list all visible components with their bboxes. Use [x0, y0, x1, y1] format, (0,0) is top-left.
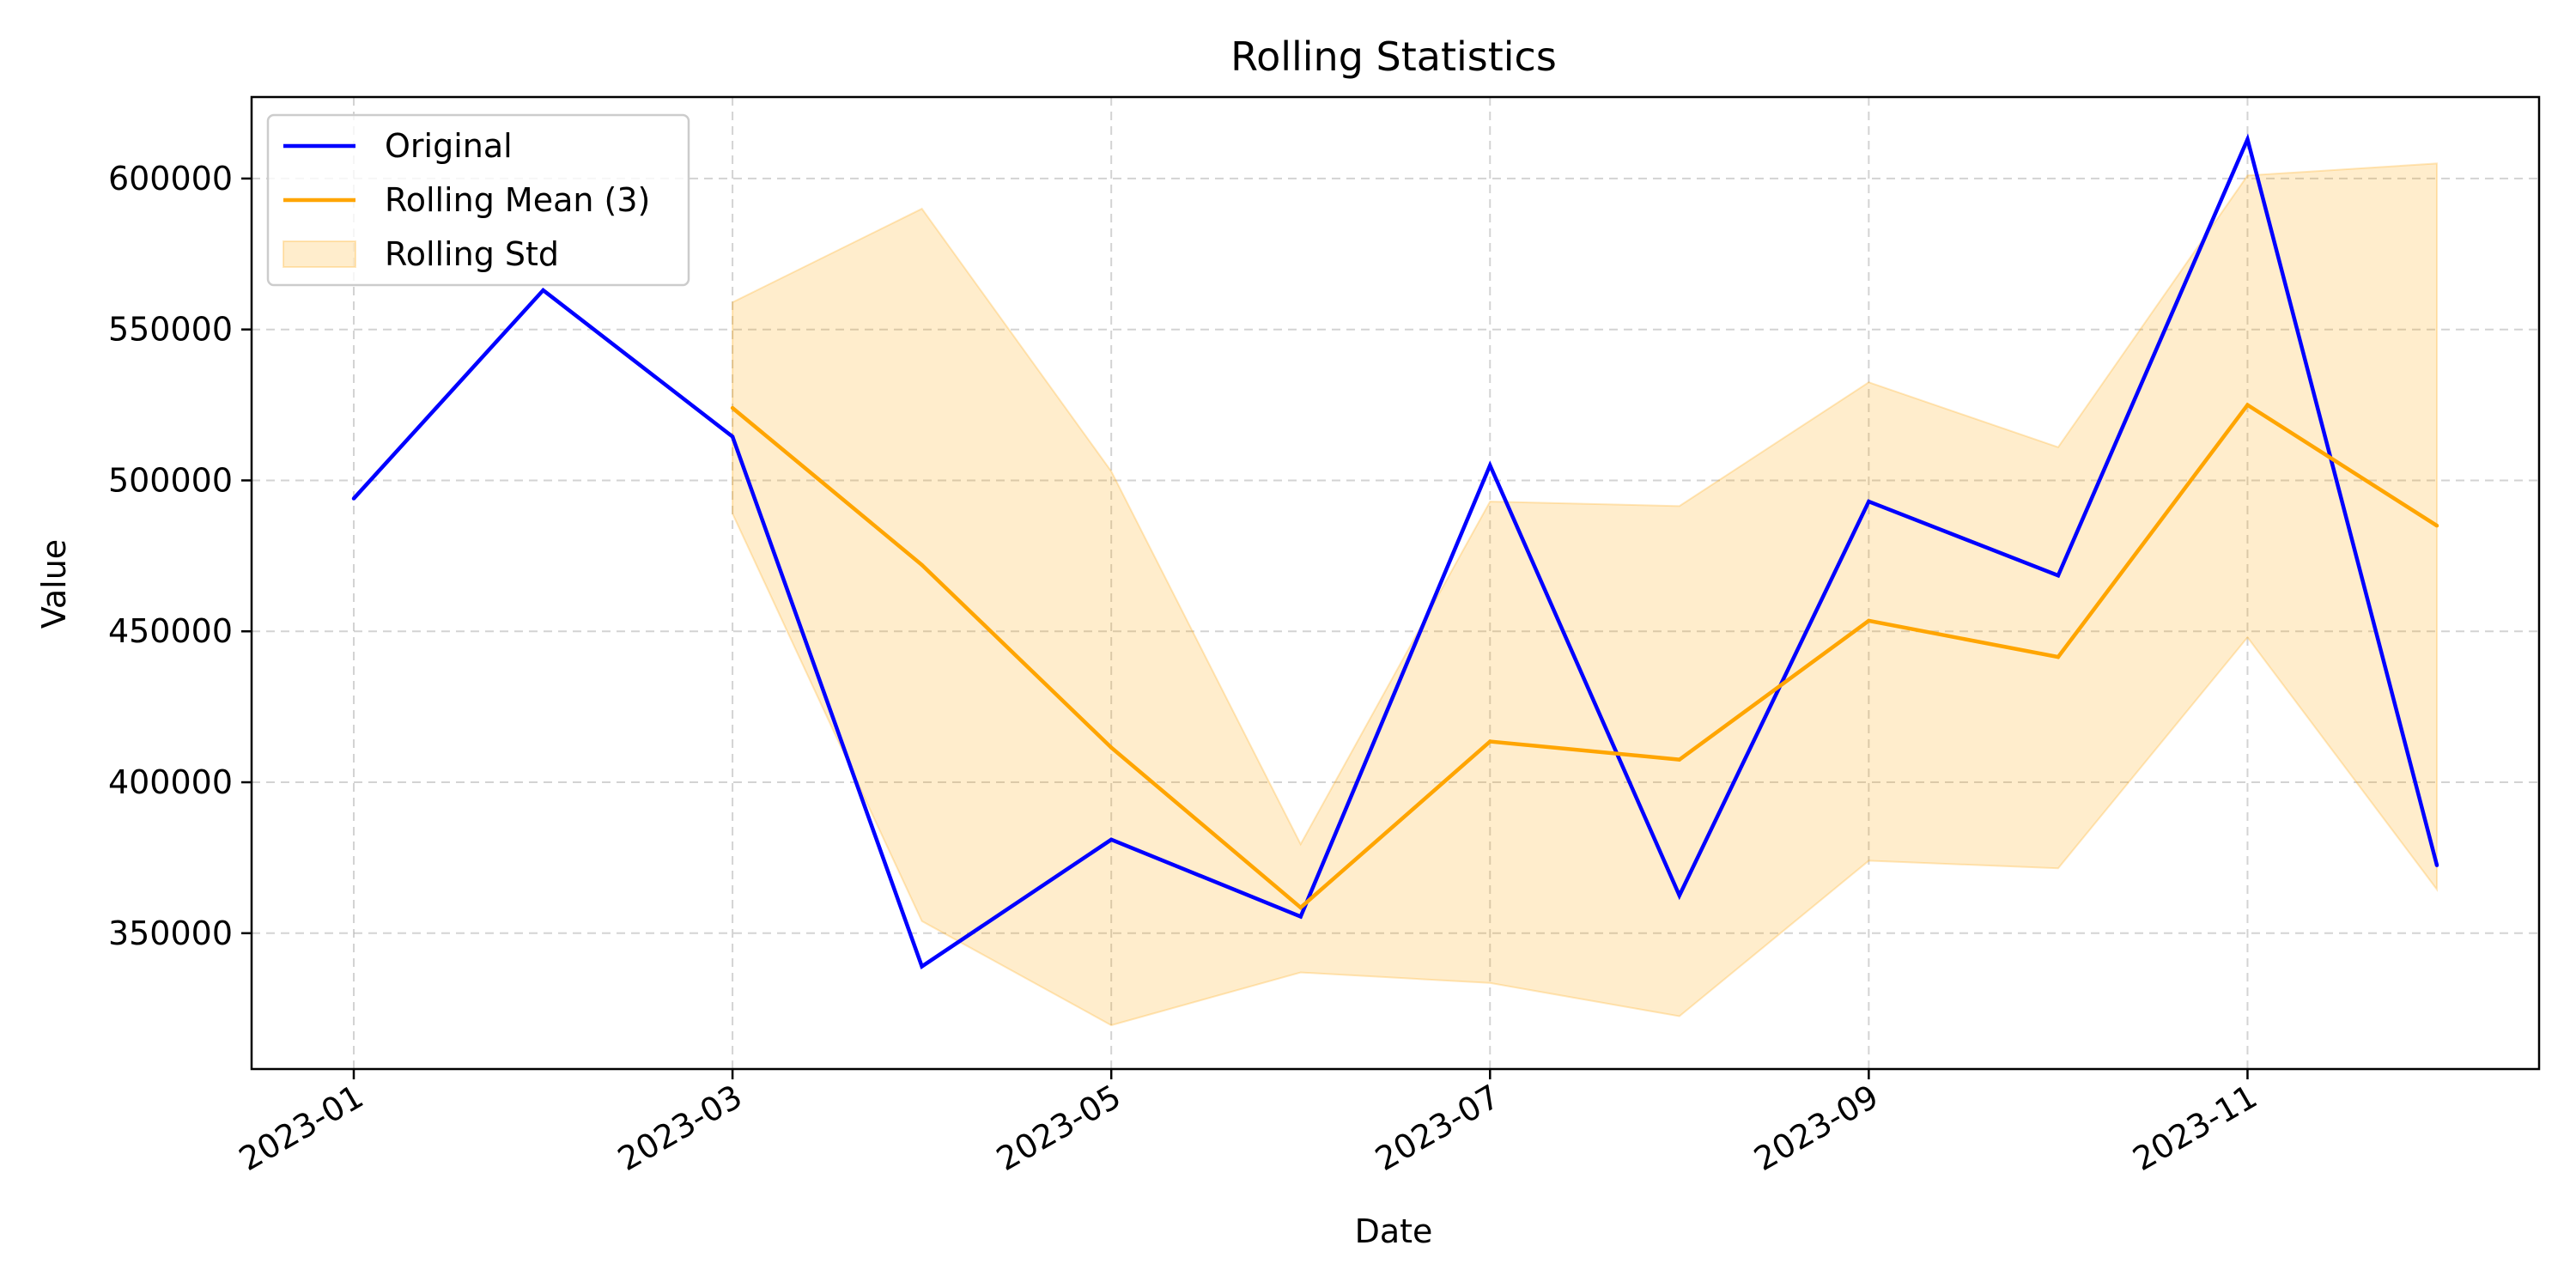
- legend-original-label: Original: [385, 127, 513, 165]
- original-point: [1867, 499, 1871, 504]
- chart-title: Rolling Statistics: [1230, 33, 1557, 80]
- original-point: [1677, 893, 1682, 898]
- x-tick-label: 2023-11: [2126, 1078, 2263, 1178]
- rolling-mean-3-point: [1677, 757, 1682, 762]
- original-point: [1488, 463, 1492, 468]
- original-point: [1298, 914, 1303, 919]
- x-axis-title: Date: [1355, 1212, 1433, 1250]
- x-tick-label: 2023-05: [990, 1078, 1127, 1178]
- original-point: [1109, 837, 1114, 842]
- original-line: [352, 133, 2439, 969]
- y-tick-label: 400000: [108, 763, 233, 801]
- x-tick-label: 2023-01: [233, 1078, 370, 1178]
- rolling-mean-3-point: [1488, 739, 1492, 744]
- rolling-mean-3-line: [731, 402, 2439, 910]
- rolling-mean-3-point: [2245, 403, 2250, 407]
- y-tick-label: 350000: [108, 914, 233, 952]
- y-tick-label: 500000: [108, 461, 233, 499]
- rolling-mean-3-point: [1867, 618, 1871, 623]
- legend-box: [266, 113, 690, 287]
- legend-rolling-std-label: Rolling Std: [385, 235, 559, 273]
- original-point: [2056, 574, 2061, 578]
- plot-frame: [250, 95, 2541, 1071]
- x-tick-label: 2023-07: [1369, 1078, 1506, 1178]
- original-point: [2245, 137, 2250, 142]
- y-tick-label: 600000: [108, 160, 233, 197]
- original-point: [920, 964, 924, 969]
- legend-rolling-mean-label: Rolling Mean (3): [385, 181, 650, 219]
- rolling-mean-3-point: [920, 562, 924, 568]
- original-point: [730, 434, 735, 439]
- rolling-mean-3-point: [1298, 905, 1303, 910]
- rolling-std-band: [732, 162, 2438, 1027]
- original-point: [351, 496, 356, 501]
- rolling-mean-3-point: [2056, 654, 2061, 659]
- legend-rolling-std-swatch: [283, 240, 356, 268]
- rolling-mean-3-point: [1109, 745, 1114, 750]
- rolling-std-band-layer: [732, 162, 2438, 1027]
- rolling-mean-3-point: [730, 405, 735, 410]
- y-axis-title: Value: [35, 539, 73, 629]
- y-tick-label: 450000: [108, 612, 233, 650]
- x-tick-label: 2023-03: [611, 1078, 749, 1178]
- y-tick-label: 550000: [108, 311, 233, 349]
- x-tick-label: 2023-09: [1747, 1078, 1885, 1178]
- series-layer: [351, 133, 2439, 969]
- legend: Original Rolling Mean (3) Rolling Std: [266, 113, 690, 287]
- original-point: [2434, 863, 2439, 867]
- rolling-mean-3-point: [2434, 524, 2439, 528]
- original-point: [541, 288, 545, 293]
